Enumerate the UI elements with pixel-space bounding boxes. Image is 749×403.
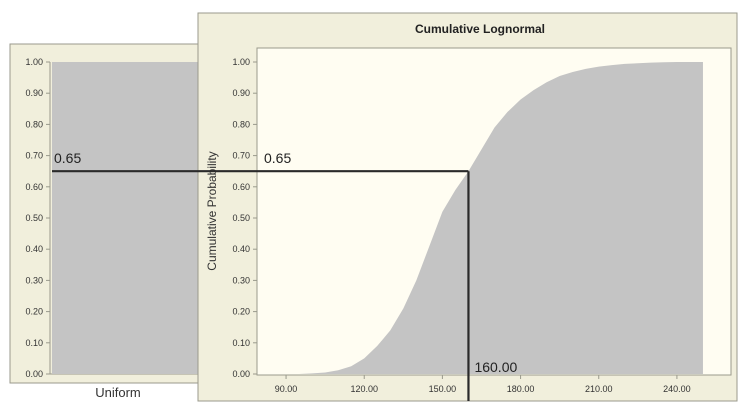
lognormal-x-tick-label: 90.00 xyxy=(275,384,298,394)
lognormal-x-ticks: 90.00 120.00 150.00 180.00 210.00 240.00 xyxy=(275,375,691,394)
lognormal-y-tick-label: 0.10 xyxy=(232,338,250,348)
lognormal-x-tick-label: 120.00 xyxy=(350,384,378,394)
lognormal-y-tick-label: 0.80 xyxy=(232,119,250,129)
lognormal-y-tick-label: 0.20 xyxy=(232,307,250,317)
uniform-probability-annotation: 0.65 xyxy=(54,150,81,166)
lognormal-y-ticks: 0.00 0.10 0.20 0.30 0.40 0.50 0.60 0.70 0.80 0.90… xyxy=(232,57,257,379)
uniform-chart: 0.00 0.10 0.20 0.30 0.40 0.50 0.60 0.70 0.80 0.90… xyxy=(9,43,201,400)
uniform-y-tick-label: 0.10 xyxy=(25,338,43,348)
uniform-y-tick-label: 0.80 xyxy=(25,119,43,129)
uniform-y-ticks: 0.00 0.10 0.20 0.30 0.40 0.50 0.60 0.70 0.80 0.90… xyxy=(25,57,50,379)
uniform-y-tick-label: 0.20 xyxy=(25,307,43,317)
uniform-y-tick-label: 0.00 xyxy=(25,369,43,379)
lognormal-x-tick-label: 240.00 xyxy=(663,384,691,394)
lognormal-y-tick-label: 0.40 xyxy=(232,244,250,254)
lognormal-y-tick-label: 0.30 xyxy=(232,275,250,285)
lognormal-cdf-area xyxy=(273,62,703,374)
uniform-y-tick-label: 0.60 xyxy=(25,182,43,192)
uniform-category-label: Uniform xyxy=(95,385,141,400)
uniform-y-tick-label: 0.30 xyxy=(25,275,43,285)
uniform-y-tick-label: 0.90 xyxy=(25,88,43,98)
lognormal-x-tick-label: 210.00 xyxy=(585,384,613,394)
lognormal-y-tick-label: 0.50 xyxy=(232,213,250,223)
value-annotation: 160.00 xyxy=(474,359,517,375)
lognormal-y-tick-label: 0.70 xyxy=(232,151,250,161)
uniform-y-tick-label: 0.50 xyxy=(25,213,43,223)
lognormal-y-tick-label: 0.60 xyxy=(232,182,250,192)
lognormal-probability-annotation: 0.65 xyxy=(264,150,291,166)
lognormal-y-tick-label: 0.90 xyxy=(232,88,250,98)
uniform-y-tick-label: 1.00 xyxy=(25,57,43,67)
lognormal-x-tick-label: 180.00 xyxy=(507,384,535,394)
lognormal-y-tick-label: 1.00 xyxy=(232,57,250,67)
lognormal-x-tick-label: 150.00 xyxy=(429,384,457,394)
uniform-y-tick-label: 0.70 xyxy=(25,151,43,161)
lognormal-y-tick-label: 0.00 xyxy=(232,369,250,379)
lookup-guides: 0.65 0.65 160.00 xyxy=(52,150,517,401)
uniform-bar xyxy=(52,62,200,374)
lognormal-title: Cumulative Lognormal xyxy=(415,22,545,36)
uniform-y-tick-label: 0.40 xyxy=(25,244,43,254)
lognormal-y-axis-label: Cumulative Probability xyxy=(205,151,219,270)
